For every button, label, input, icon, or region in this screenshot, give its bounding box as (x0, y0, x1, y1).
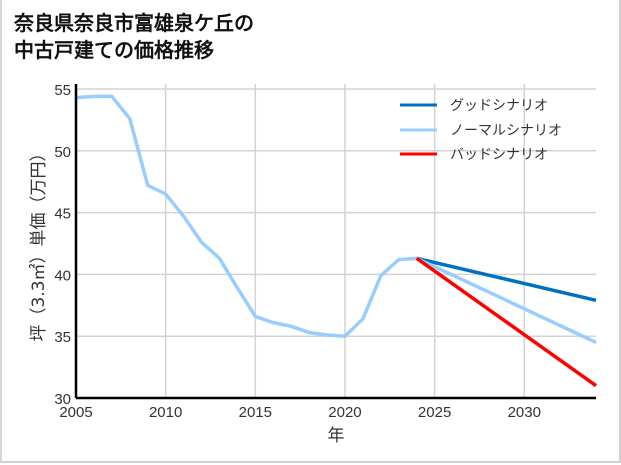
x-tick-label: 2025 (418, 404, 451, 421)
y-tick-label: 50 (54, 144, 71, 161)
axes (74, 84, 596, 400)
x-axis-label: 年 (328, 426, 345, 446)
legend-label-normal: ノーマルシナリオ (450, 123, 562, 139)
y-tick-label: 40 (54, 267, 71, 284)
y-tick-label: 35 (54, 329, 71, 346)
data-lines (75, 94, 598, 388)
y-axis-label: 坪（3.3㎡）単価（万円） (29, 144, 49, 341)
x-tick-label: 2005 (59, 404, 92, 421)
series-line (75, 94, 597, 344)
x-tick-label: 2020 (328, 404, 361, 421)
legend-label-good: グッドシナリオ (450, 98, 548, 114)
tick-labels: 30 35 40 45 50 55 2005 2010 2015 2020 2025 2030 (54, 82, 541, 421)
legend: グッドシナリオ ノーマルシナリオ バッドシナリオ (400, 98, 562, 163)
chart-title: 奈良県奈良市富雄泉ケ丘の 中古戸建ての価格推移 (14, 10, 254, 64)
x-tick-label: 2015 (239, 404, 272, 421)
y-tick-label: 55 (54, 82, 71, 99)
legend-label-bad: バッドシナリオ (450, 147, 548, 163)
series-line (416, 256, 597, 303)
x-tick-label: 2030 (508, 404, 541, 421)
y-tick-label: 45 (54, 206, 71, 223)
y-tick-label: 30 (54, 391, 71, 408)
x-tick-label: 2010 (149, 404, 182, 421)
title-line-1: 奈良県奈良市富雄泉ケ丘の (14, 11, 254, 35)
title-line-2: 中古戸建ての価格推移 (14, 38, 214, 62)
series-line (415, 256, 598, 388)
